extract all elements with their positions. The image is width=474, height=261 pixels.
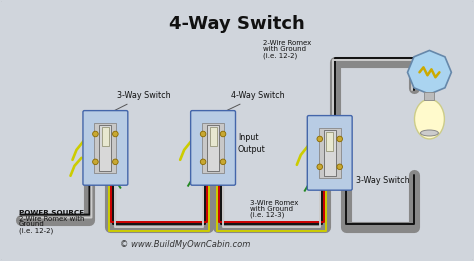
Bar — [324, 130, 336, 176]
Circle shape — [92, 131, 98, 137]
FancyBboxPatch shape — [191, 111, 236, 185]
Text: 2-Wire Romex: 2-Wire Romex — [263, 40, 311, 46]
Ellipse shape — [420, 130, 438, 136]
Bar — [319, 128, 341, 178]
Circle shape — [112, 131, 118, 137]
Text: 3-Wire Romex: 3-Wire Romex — [250, 200, 298, 206]
Bar — [202, 123, 224, 173]
FancyBboxPatch shape — [307, 116, 352, 190]
Bar — [210, 127, 217, 146]
Bar — [100, 125, 111, 171]
Circle shape — [220, 131, 226, 137]
Text: with Ground: with Ground — [263, 46, 306, 52]
FancyBboxPatch shape — [83, 111, 128, 185]
Text: (i.e. 12-2): (i.e. 12-2) — [263, 52, 297, 59]
Text: 3-Way Switch: 3-Way Switch — [106, 91, 171, 115]
Circle shape — [317, 164, 322, 170]
Text: with Ground: with Ground — [250, 206, 293, 212]
Text: 3-Way Switch: 3-Way Switch — [356, 176, 409, 185]
Circle shape — [112, 159, 118, 165]
Text: POWER SOURCE: POWER SOURCE — [18, 210, 84, 216]
Bar — [102, 127, 109, 146]
Text: (i.e. 12-3): (i.e. 12-3) — [250, 211, 284, 218]
Circle shape — [201, 131, 206, 137]
Text: Output: Output — [238, 145, 266, 154]
Circle shape — [201, 159, 206, 165]
Text: Input: Input — [238, 133, 258, 142]
Text: Ground: Ground — [18, 222, 45, 228]
Circle shape — [317, 136, 322, 142]
Bar — [94, 123, 116, 173]
Text: 2-Wire Romex with: 2-Wire Romex with — [18, 216, 84, 222]
Bar — [207, 125, 219, 171]
Text: 4-Way Switch: 4-Way Switch — [169, 15, 305, 33]
Text: © www.BuildMyOwnCabin.com: © www.BuildMyOwnCabin.com — [120, 240, 250, 249]
Circle shape — [220, 159, 226, 165]
Circle shape — [92, 159, 98, 165]
Bar — [424, 92, 434, 100]
Text: (i.e. 12-2): (i.e. 12-2) — [18, 227, 53, 234]
Circle shape — [337, 164, 343, 170]
Ellipse shape — [414, 99, 445, 139]
Text: 4-Way Switch: 4-Way Switch — [218, 91, 285, 115]
Bar — [326, 132, 333, 151]
Circle shape — [337, 136, 343, 142]
